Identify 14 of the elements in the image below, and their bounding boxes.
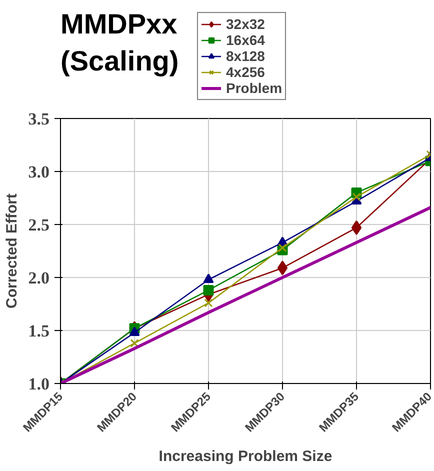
y-tick-label: 1.0 — [28, 374, 50, 394]
y-tick-label: 3.5 — [28, 110, 50, 128]
y-tick-label: 2.0 — [28, 268, 50, 288]
y-tick-label: 1.5 — [28, 322, 50, 340]
legend-label: Problem — [226, 80, 282, 96]
chart-title: MMDPxx (Scaling) — [60, 8, 179, 77]
legend-label: 32x32 — [226, 16, 265, 32]
legend-label: 8x128 — [226, 48, 265, 64]
legend-label: 16x64 — [226, 32, 265, 48]
y-tick-label: 3.0 — [28, 162, 50, 182]
y-tick-label: 2.5 — [28, 216, 50, 234]
legend-label: 4x256 — [226, 64, 265, 80]
y-axis-title: Corrected Effort — [3, 193, 20, 309]
x-axis-title: Increasing Problem Size — [158, 448, 332, 465]
